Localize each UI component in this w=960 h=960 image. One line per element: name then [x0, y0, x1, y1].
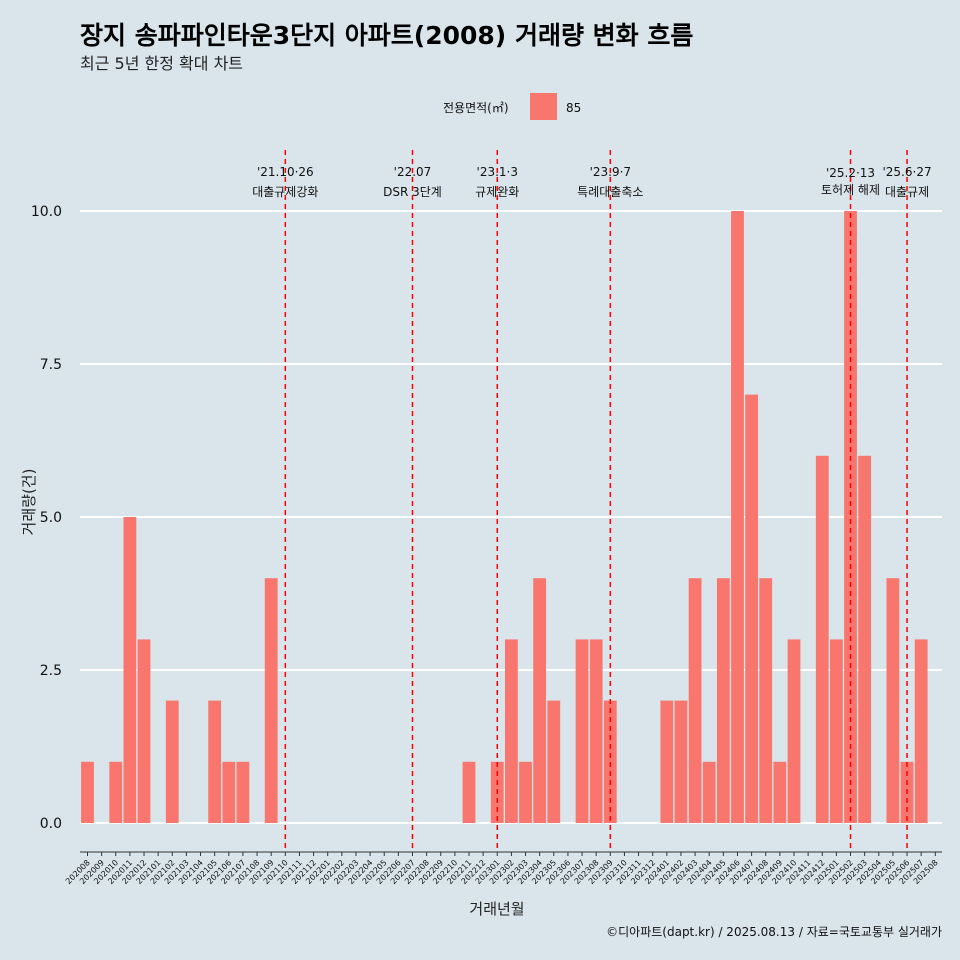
- bar: [575, 639, 589, 823]
- chart-subtitle: 최근 5년 한정 확대 차트: [80, 54, 243, 73]
- bar: [462, 761, 476, 823]
- bar: [745, 394, 759, 823]
- bar: [787, 639, 801, 823]
- bar: [589, 639, 603, 823]
- bar: [123, 517, 137, 823]
- event-label: DSR 3단계: [383, 185, 442, 199]
- bar: [886, 578, 900, 823]
- x-axis: 2020082020092020102020112020122021012021…: [64, 851, 942, 886]
- event-label: 특례대출축소: [577, 185, 643, 199]
- bar: [702, 761, 716, 823]
- bar: [519, 761, 532, 823]
- bar: [731, 211, 744, 823]
- legend-swatch: [530, 93, 557, 120]
- y-tick-label: 10.0: [31, 204, 62, 220]
- y-axis-label: 거래량(건): [20, 469, 38, 536]
- event-date-label: '21.10·26: [257, 165, 314, 179]
- bar: [815, 455, 829, 823]
- event-date-label: '23.1·3: [477, 165, 518, 179]
- bar: [660, 700, 674, 823]
- event-date-label: '23.9·7: [590, 165, 631, 179]
- bar: [81, 761, 94, 823]
- event-date-label: '22.07: [394, 165, 432, 179]
- y-tick-label: 7.5: [40, 357, 62, 373]
- legend-title: 전용면적(㎡): [443, 101, 509, 115]
- bar: [914, 639, 928, 823]
- bar: [688, 578, 702, 823]
- bar: [716, 578, 730, 823]
- bar: [264, 578, 278, 823]
- event-date-label: '25.2·13: [826, 166, 875, 180]
- event-date-label: '25.6·27: [882, 165, 931, 179]
- event-label: 토허제 해제: [821, 183, 880, 197]
- bar: [505, 639, 518, 823]
- bar: [208, 700, 222, 823]
- bar: [759, 578, 773, 823]
- bar: [109, 761, 123, 823]
- bar-layer: [81, 211, 928, 823]
- event-label: 대출규제: [885, 185, 929, 199]
- legend-label: 85: [566, 101, 581, 115]
- bar: [674, 700, 688, 823]
- bar: [603, 700, 617, 823]
- bar: [829, 639, 843, 823]
- bar: [858, 455, 872, 823]
- x-axis-label: 거래년월: [469, 900, 524, 918]
- y-tick-label: 0.0: [40, 816, 62, 832]
- chart-title: 장지 송파파인타운3단지 아파트(2008) 거래량 변화 흐름: [80, 21, 693, 50]
- bar: [533, 578, 547, 823]
- y-tick-label: 5.0: [40, 510, 62, 526]
- event-layer: '21.10·26 대출규제강화 '22.07 DSR 3단계 '23.1·3 규제완화 '…: [252, 150, 932, 852]
- bar: [137, 639, 151, 823]
- bar: [547, 700, 561, 823]
- bar: [222, 761, 236, 823]
- chart-caption: ©디아파트(dapt.kr) / 2025.08.13 / 자료=국토교통부 실…: [606, 925, 942, 939]
- bar: [165, 700, 179, 823]
- event-label: 대출규제강화: [252, 185, 318, 199]
- bar: [844, 211, 857, 823]
- event-label: 규제완화: [475, 185, 519, 199]
- bar: [773, 761, 787, 823]
- bar: [236, 761, 250, 823]
- y-tick-label: 2.5: [40, 663, 62, 679]
- y-axis: 0.0 2.5 5.0 7.5 10.0: [31, 204, 62, 832]
- legend: 전용면적(㎡) 85: [443, 93, 581, 120]
